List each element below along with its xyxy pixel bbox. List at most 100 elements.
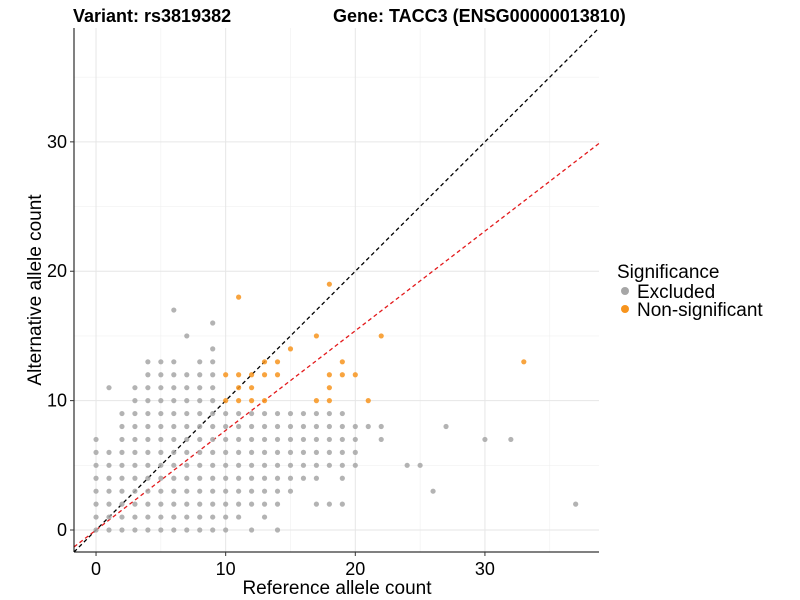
- point-excluded: [132, 514, 138, 520]
- axes: [73, 28, 599, 553]
- point-excluded: [158, 372, 164, 378]
- point-excluded: [274, 501, 281, 507]
- point-excluded: [145, 359, 151, 365]
- point-excluded: [171, 449, 177, 455]
- point-excluded: [197, 527, 203, 533]
- point-excluded: [223, 488, 229, 494]
- point-excluded: [93, 475, 99, 481]
- point-non-significant: [261, 398, 268, 404]
- point-excluded: [223, 462, 229, 468]
- point-excluded: [184, 385, 190, 391]
- point-excluded: [261, 436, 268, 443]
- point-excluded: [313, 475, 320, 481]
- x-axis-ticks: 0 10 20 30: [91, 552, 495, 579]
- point-non-significant: [326, 372, 332, 378]
- point-excluded: [171, 423, 177, 430]
- point-excluded: [93, 514, 99, 520]
- point-excluded: [132, 488, 138, 494]
- point-excluded: [132, 462, 138, 468]
- point-excluded: [132, 475, 138, 481]
- point-excluded: [158, 462, 164, 468]
- point-non-significant: [236, 372, 242, 378]
- point-excluded: [287, 475, 294, 481]
- reference-line-identity: [73, 27, 600, 553]
- point-excluded: [236, 462, 242, 468]
- point-excluded: [119, 527, 125, 533]
- y-axis-title: Alternative allele count: [25, 194, 46, 386]
- point-excluded: [248, 501, 255, 507]
- point-excluded: [184, 449, 190, 455]
- point-excluded: [119, 436, 125, 443]
- point-excluded: [274, 410, 281, 417]
- point-excluded: [210, 385, 216, 391]
- point-non-significant: [287, 346, 294, 352]
- point-excluded: [106, 501, 112, 507]
- point-excluded: [248, 410, 255, 417]
- point-excluded: [145, 372, 151, 378]
- point-excluded: [197, 372, 203, 378]
- point-excluded: [326, 462, 332, 468]
- point-non-significant: [236, 398, 242, 404]
- point-excluded: [210, 359, 216, 365]
- point-excluded: [184, 423, 190, 430]
- y-tick-label: 20: [47, 261, 67, 281]
- point-excluded: [287, 462, 294, 468]
- point-excluded: [378, 436, 384, 443]
- point-excluded: [210, 372, 216, 378]
- point-excluded: [145, 527, 151, 533]
- y-tick-label: 0: [57, 520, 67, 540]
- point-excluded: [119, 501, 125, 507]
- point-excluded: [508, 436, 514, 443]
- point-excluded: [326, 423, 332, 430]
- point-excluded: [158, 514, 164, 520]
- point-excluded: [339, 475, 345, 481]
- point-excluded: [197, 410, 203, 417]
- point-excluded: [352, 449, 358, 455]
- point-excluded: [287, 488, 294, 494]
- point-non-significant: [261, 372, 268, 378]
- point-excluded: [210, 501, 216, 507]
- point-excluded: [210, 488, 216, 494]
- point-excluded: [326, 449, 332, 455]
- point-excluded: [300, 423, 307, 430]
- point-excluded: [93, 527, 99, 533]
- point-excluded: [145, 475, 151, 481]
- point-excluded: [158, 449, 164, 455]
- point-excluded: [300, 462, 307, 468]
- legend-label-excluded: Excluded: [637, 282, 715, 303]
- point-excluded: [223, 423, 229, 430]
- point-excluded: [430, 488, 436, 494]
- point-excluded: [261, 475, 268, 481]
- point-non-significant: [223, 398, 229, 404]
- point-non-significant: [326, 385, 332, 391]
- point-excluded: [197, 449, 203, 455]
- point-excluded: [158, 359, 164, 365]
- point-non-significant: [313, 398, 320, 404]
- point-excluded: [132, 423, 138, 430]
- point-excluded: [184, 514, 190, 520]
- point-excluded: [119, 514, 125, 520]
- point-non-significant: [261, 359, 268, 365]
- point-excluded: [106, 475, 112, 481]
- point-excluded: [119, 410, 125, 417]
- point-excluded: [197, 398, 203, 404]
- point-non-significant: [274, 359, 281, 365]
- point-excluded: [145, 436, 151, 443]
- point-non-significant: [248, 398, 255, 404]
- point-excluded: [223, 475, 229, 481]
- chart-title-variant: Variant: rs3819382: [73, 6, 231, 26]
- legend-title: Significance: [617, 262, 719, 283]
- point-excluded: [210, 410, 216, 417]
- point-excluded: [158, 488, 164, 494]
- point-excluded: [223, 436, 229, 443]
- point-non-significant: [326, 281, 332, 287]
- point-excluded: [184, 501, 190, 507]
- point-excluded: [248, 527, 255, 533]
- point-excluded: [261, 410, 268, 417]
- point-excluded: [261, 423, 268, 430]
- point-excluded: [158, 385, 164, 391]
- point-excluded: [171, 436, 177, 443]
- point-excluded: [352, 423, 358, 430]
- point-excluded: [210, 514, 216, 520]
